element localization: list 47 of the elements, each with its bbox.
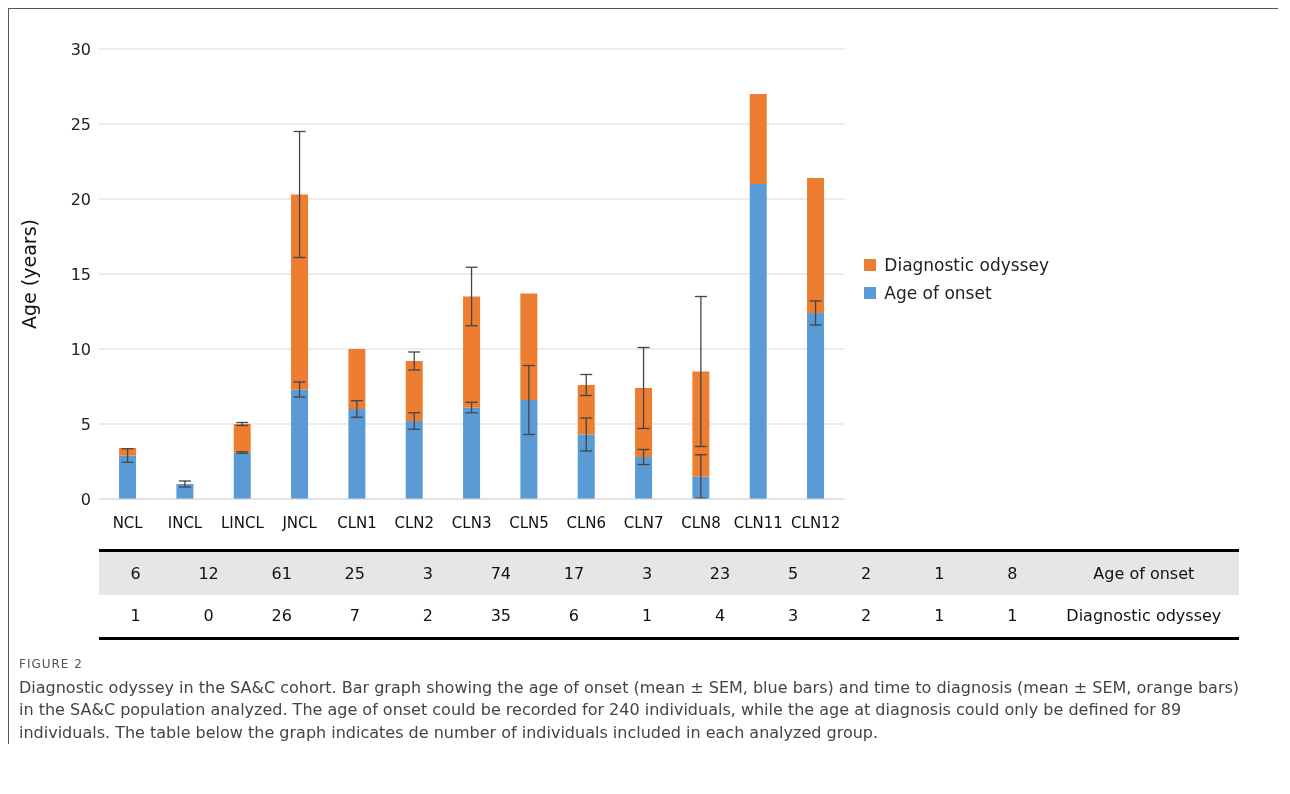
bar: [635, 388, 653, 457]
bar: [463, 407, 481, 499]
y-tick-label: 10: [70, 339, 91, 359]
bar: [577, 385, 595, 435]
x-tick-label: INCL: [167, 513, 203, 532]
text: Diagnostic odyssey in the SA&C cohort. Bar graph showing the age of onset (mean ± SEM, blue bars) and time to diagnosis (mean ± SEM, orange bars) in the SA&C population analyzed. The age of onset could be recorded for 240 individuals, while the age at diagnosis could only be defined for 89 individuals. The table below the graph indicates de number of individuals included in each analyzed group.: [19, 676, 1241, 744]
bar: [749, 184, 767, 499]
bar: [749, 94, 767, 184]
y-tick-label: 25: [70, 114, 91, 134]
x-tick-label: CLN2: [394, 513, 435, 532]
bar: [233, 452, 251, 499]
x-tick-label: CLN8: [681, 513, 721, 532]
y-tick-label: 5: [80, 414, 91, 434]
bar: [520, 293, 538, 400]
bar: [577, 434, 595, 499]
x-tick-label: LINCL: [220, 513, 265, 532]
table-row: 1 0 26 7 2 35 6 1 4 3 2 1 1 Diagnostic odyssey: [99, 594, 1239, 639]
x-tick-label: CLN3: [451, 513, 492, 532]
bar: [233, 424, 251, 453]
legend-label: Diagnostic odyssey: [884, 255, 1049, 275]
bar: [635, 457, 653, 499]
y-tick-label: 30: [70, 39, 91, 59]
bar: [348, 409, 366, 499]
x-tick-label: CLN6: [566, 513, 607, 532]
x-tick-label: NCL: [112, 513, 144, 532]
x-tick-label: CLN5: [509, 513, 549, 532]
x-tick-label: CLN11: [733, 513, 783, 532]
bar: [291, 389, 309, 499]
y-tick-label: 0: [80, 489, 91, 509]
legend-label: Age of onset: [884, 283, 992, 303]
bar: [520, 400, 538, 499]
x-tick-label: CLN7: [623, 513, 664, 532]
bar: [405, 361, 423, 421]
y-axis-title: Age (years): [17, 219, 40, 329]
y-tick-label: 20: [70, 189, 91, 209]
bar: [405, 421, 423, 499]
bar: [119, 455, 137, 499]
bar: [348, 349, 366, 409]
caption: FIGURE 2: [19, 656, 84, 673]
y-tick-label: 15: [70, 264, 91, 284]
bar: [807, 313, 825, 499]
x-tick-label: JNCL: [281, 513, 318, 532]
x-tick-label: CLN12: [791, 513, 841, 532]
bar: [807, 178, 825, 313]
bar: [463, 296, 481, 408]
bar: [291, 194, 309, 390]
x-tick-label: CLN1: [337, 513, 377, 532]
